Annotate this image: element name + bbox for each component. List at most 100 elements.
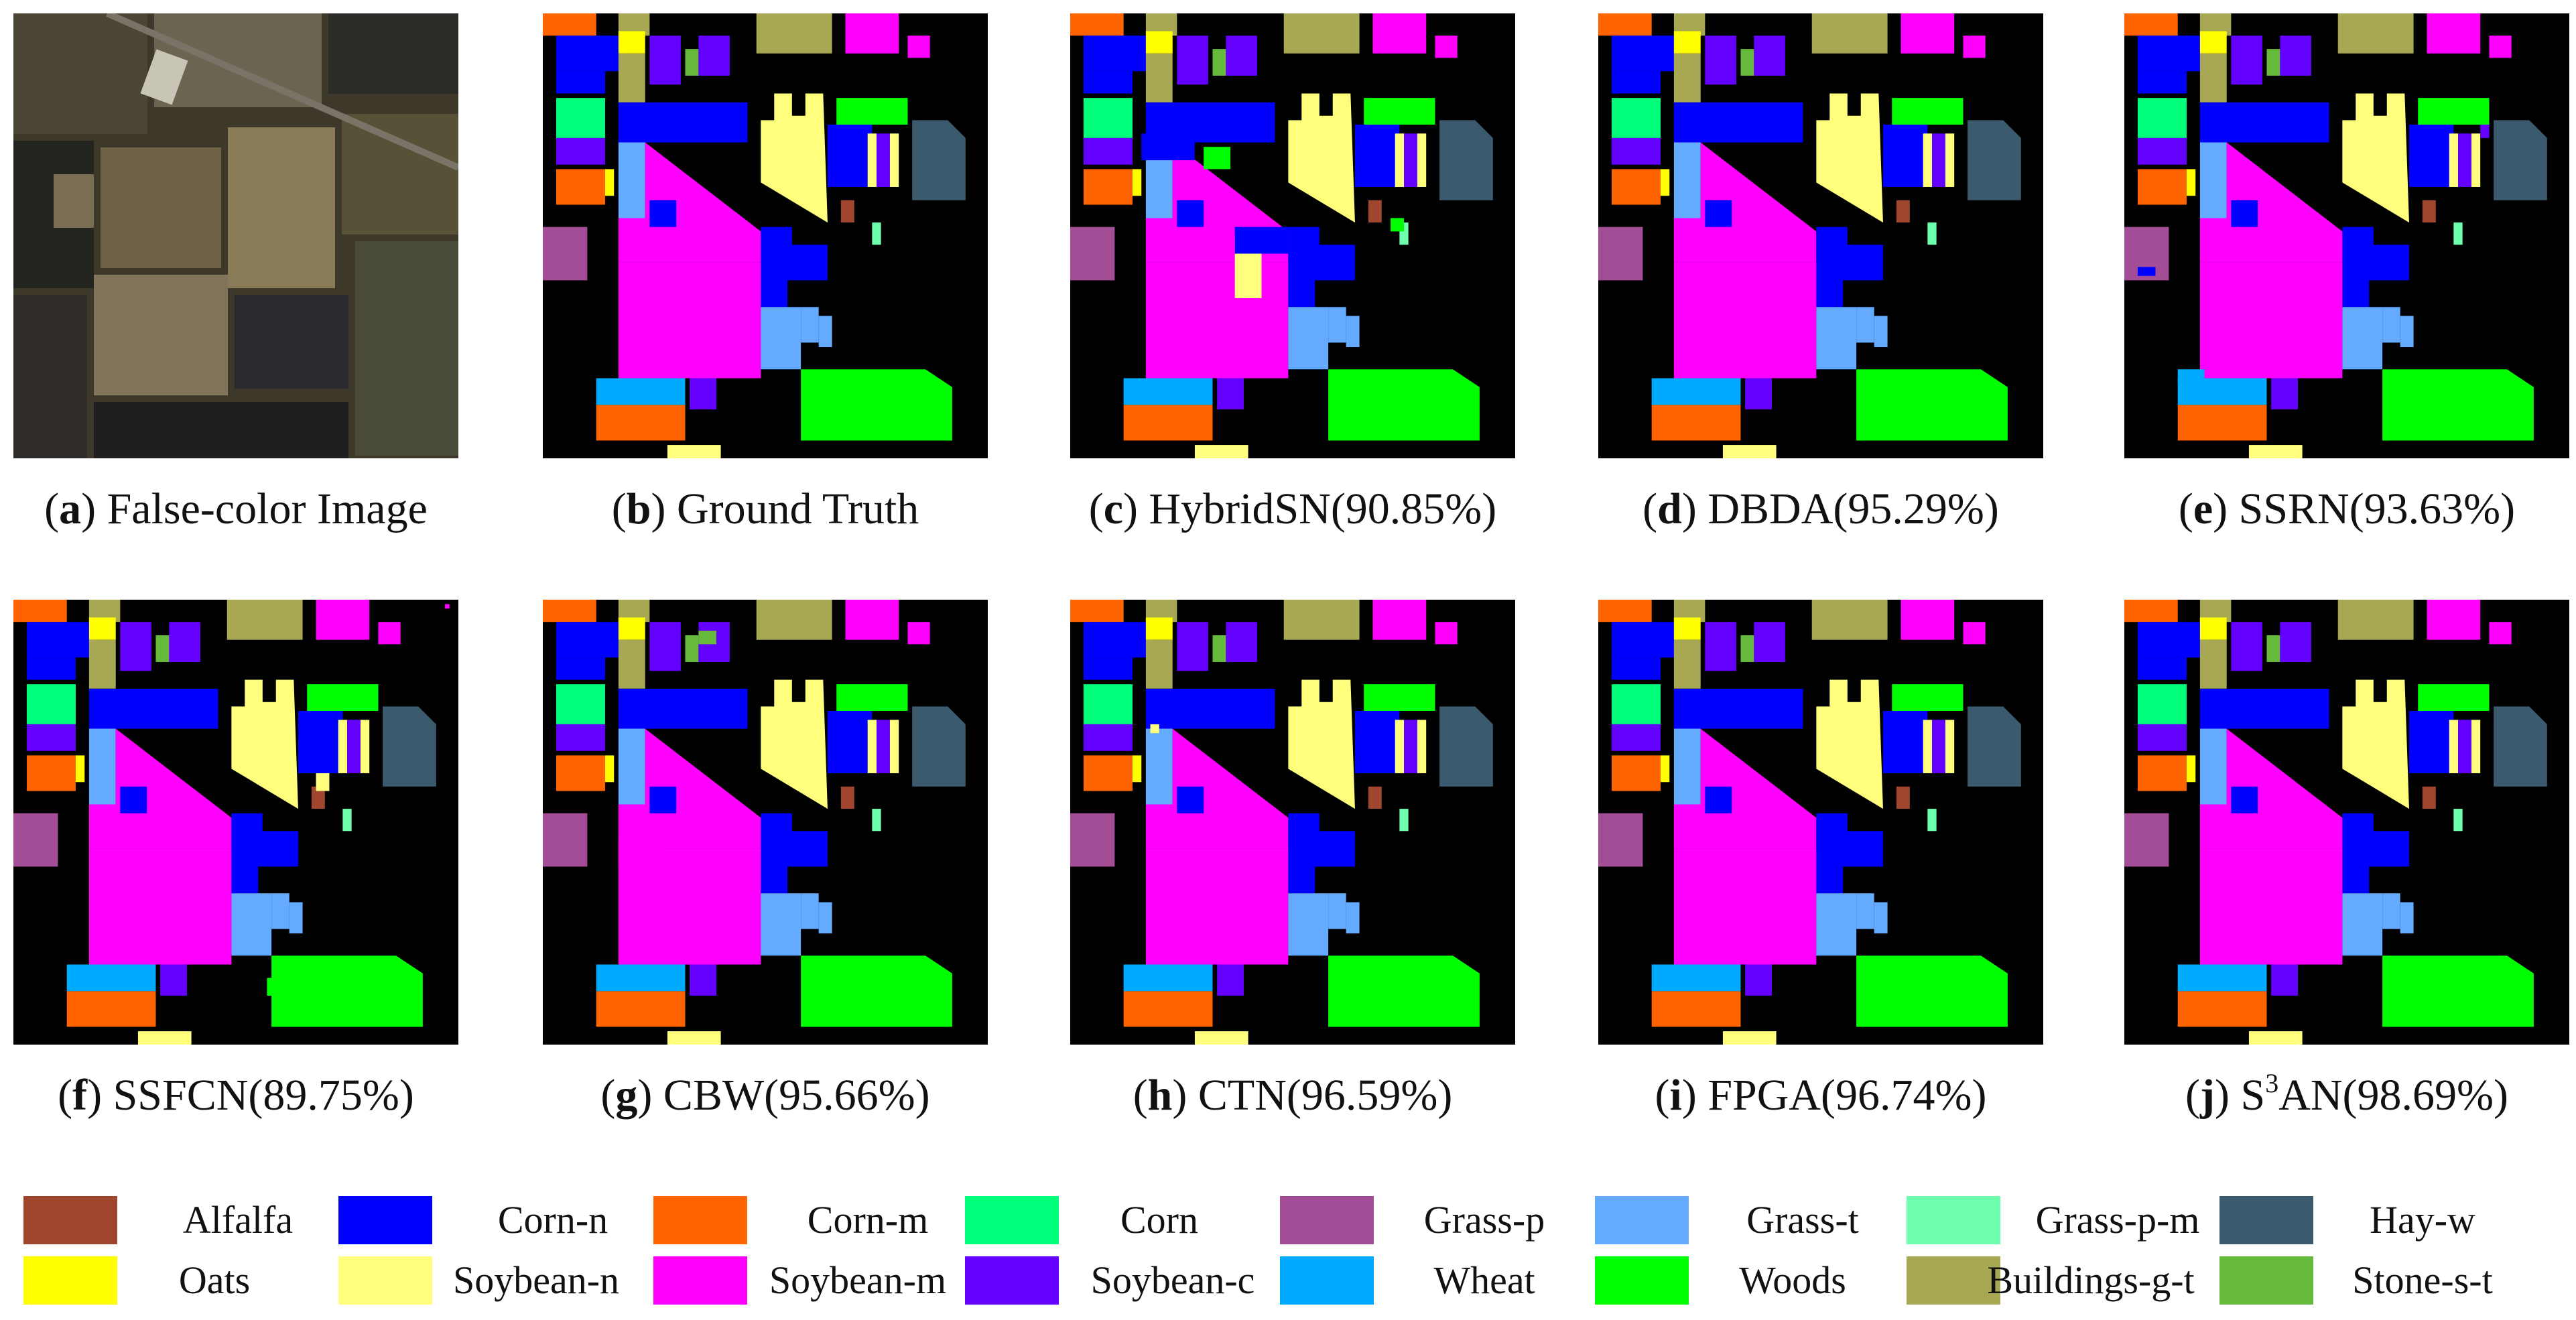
map-region-soybean-c [877,133,890,187]
map-region-soybean-m [1963,622,1986,645]
map-region-corn-n [1234,226,1289,254]
map-region-soybean-n [1417,720,1427,773]
map-region-woods [836,684,908,711]
legend-label-soybean-m: Soybean-m [769,1258,947,1302]
map-region-soybean-c [877,720,890,773]
map-region-grass-t [1673,142,1701,218]
map-region-soybean-c [120,622,151,671]
map-region-soybean-c [649,36,681,85]
map-region-corn-n [1083,622,1151,658]
map-region-wheat [1123,964,1213,992]
map-region-woods [2418,98,2490,125]
map-region-soybean-c [1932,133,1945,187]
map-region-soybean-n [1288,93,1355,223]
map-region-grass-p [2124,813,2169,867]
map-region-oats [88,617,116,640]
map-region-buildings-g-t [1283,600,1360,640]
map-region-corn-n [2137,267,2156,276]
legend-label-hay-w: Hay-w [2370,1198,2475,1242]
map-region-soybean-m [1435,622,1458,645]
map-region-grass-t [1856,307,1874,343]
map-region-corn-m [1070,13,1124,36]
map-region-oats [2199,617,2227,640]
caption-i: (i) FPGA(96.74%) [1655,1071,1987,1120]
map-region-corn-m [596,991,686,1027]
map-region-oats [1132,169,1142,196]
map-region-soybean-c [556,137,605,165]
map-region-wheat [1651,964,1741,992]
map-region-grass-t [2342,893,2383,956]
map-region-soybean-c [2231,36,2262,85]
classification-map-e [2124,13,2547,458]
map-region-soybean-m [316,600,370,640]
map-region-grass-t [1288,307,1329,370]
legend-label-corn-m: Corn-m [807,1198,929,1242]
map-region-corn-n [2137,36,2205,72]
map-region-grass-t [818,316,832,347]
legend-swatch-hay-w [2219,1196,2313,1244]
map-region-soybean-n [2471,720,2481,773]
map-region-soybean-c [2280,622,2311,662]
panel-b-map [543,13,988,458]
map-region-corn-n [556,36,623,72]
map-region-soybean-m [378,622,401,645]
map-region-corn [556,98,605,138]
map-region-soybean-m [1901,600,1955,640]
map-region-soybean-c [1083,137,1133,165]
map-region-buildings-g-t [2199,639,2227,689]
map-region-corn-m [1651,991,1741,1027]
map-region-grass-t [1346,902,1360,933]
map-region-soybean-m [618,262,761,379]
map-region-soybean-c [1705,622,1736,671]
map-region-grass-t [1673,728,1701,805]
map-region-oats [1145,617,1173,640]
map-region-hay-w [1439,120,1493,200]
map-region-corn-n [120,786,147,813]
map-region-grass-t [1874,902,1888,933]
map-region-corn-n [2137,657,2187,680]
map-region-soybean-n [761,679,828,809]
map-region-woods [1856,369,2008,441]
map-region-oats [1660,755,1670,783]
map-region-soybean-n [1816,679,1883,809]
panel-i-map [1598,600,2043,1045]
map-region-grass-t [2382,307,2400,343]
map-region-alfalfa [311,786,325,809]
map-region-soybean-n [1945,133,1955,187]
map-region-woods [1391,218,1404,232]
map-region-grass-p [1070,226,1115,281]
map-region-soybean-n [2342,679,2409,809]
map-region-soybean-c [2480,125,2490,138]
legend-swatch-wheat [1280,1256,1374,1305]
panel-c-map [1070,13,1515,458]
map-region-buildings-g-t [1673,639,1701,689]
map-region-corn-n [2137,71,2187,94]
map-region-soybean-n [867,133,877,187]
panel-a-image [13,13,458,458]
map-region-soybean-m [1145,262,1289,379]
map-region-woods [307,684,379,711]
map-region-oats [618,31,645,54]
map-region-corn-n [671,698,699,720]
map-region-corn-n [2137,622,2205,658]
map-region-woods [267,978,303,996]
map-region-oats [2186,755,2196,783]
legend-label-woods: Woods [1739,1258,1846,1302]
map-region-corn-n [231,813,298,894]
map-region-soybean-n [889,133,899,187]
map-region-stone-s-t [1212,635,1226,662]
map-region-corn-n [1177,786,1204,813]
map-region-corn-n [1673,688,1803,729]
map-region-wheat [596,964,686,992]
map-region-corn-n [298,711,343,773]
map-region-soybean-m [1901,13,1955,54]
map-region-soybean-m [845,13,899,54]
map-region-corn-m [1123,991,1213,1027]
map-region-grass-t [231,893,272,956]
map-region-corn [2137,98,2187,138]
map-region-corn-m [556,755,605,791]
map-region-grass-t [761,307,801,370]
map-region-corn-m [556,169,605,205]
map-region-grass-t [1856,893,1874,929]
legend-swatch-grass-t [1595,1196,1689,1244]
